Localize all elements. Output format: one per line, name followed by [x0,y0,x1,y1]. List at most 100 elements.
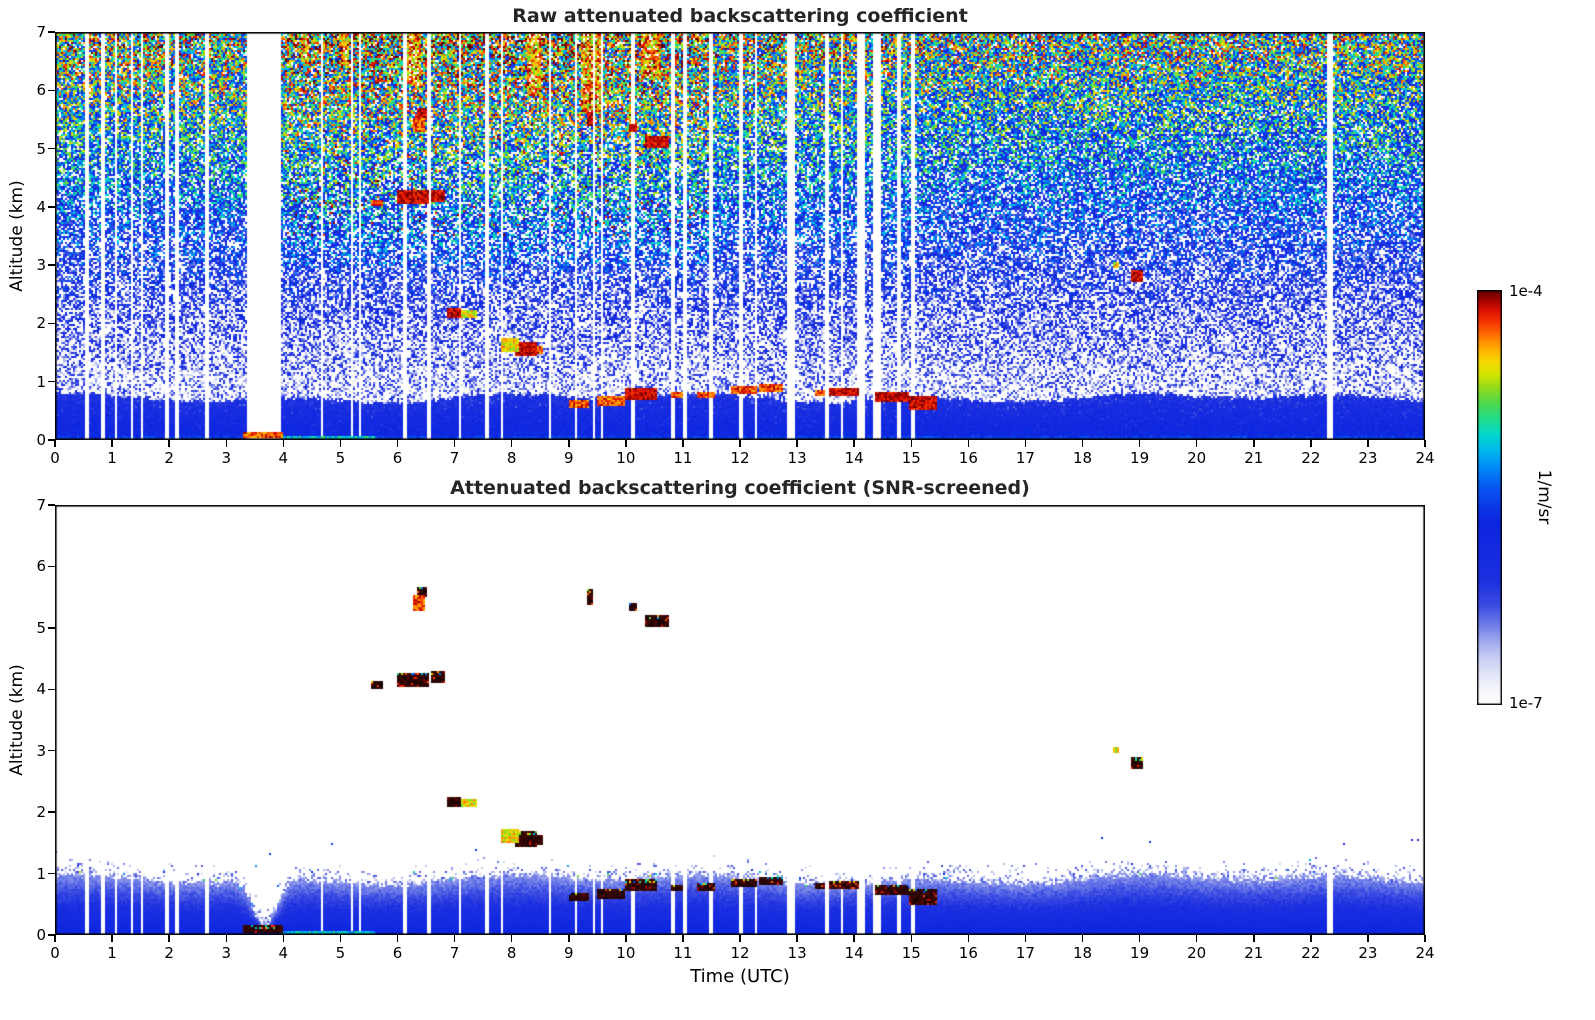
x-tick-mark [453,440,456,447]
raw-panel-title: Raw attenuated backscattering coefficien… [512,5,968,27]
x-tick-mark [1195,935,1198,942]
x-tick-mark [1424,935,1426,942]
raw-heatmap [55,32,1425,440]
y-tick-mark [48,504,55,506]
x-tick-label: 5 [335,449,346,467]
screened-heatmap-canvas [55,505,1425,935]
x-tick-label: 13 [787,449,807,467]
x-tick-label: 4 [278,944,289,962]
y-tick-mark [48,688,55,691]
x-tick-label: 20 [1187,944,1207,962]
x-tick-label: 23 [1358,944,1378,962]
colorbar-max-label: 1e-4 [1509,282,1543,300]
x-tick-label: 10 [616,944,636,962]
x-tick-mark [339,440,342,447]
x-tick-label: 13 [787,944,807,962]
x-tick-label: 8 [506,449,517,467]
y-tick-label: 0 [36,431,46,449]
x-tick-mark [225,440,227,447]
x-tick-label: 24 [1415,449,1435,467]
y-tick-mark [48,811,55,813]
x-tick-label: 15 [901,449,921,467]
y-tick-mark [48,565,55,568]
x-axis-label: Time (UTC) [690,966,790,987]
x-tick-label: 9 [563,449,574,467]
x-tick-label: 4 [278,449,289,467]
x-tick-label: 9 [563,944,574,962]
x-tick-mark [225,935,227,942]
y-tick-label: 4 [36,197,46,216]
x-tick-label: 20 [1187,449,1207,467]
x-tick-label: 6 [392,944,403,962]
x-tick-mark [625,935,627,942]
x-tick-mark [1367,440,1369,447]
x-tick-label: 19 [1130,449,1150,467]
y-tick-mark [48,749,55,752]
x-tick-mark [739,935,741,942]
x-tick-label: 18 [1072,449,1093,467]
x-tick-mark [54,440,56,447]
x-tick-mark [967,440,970,447]
x-tick-label: 17 [1015,944,1035,962]
x-tick-mark [1138,440,1141,447]
x-tick-mark [339,935,342,942]
x-tick-mark [625,440,627,447]
y-tick-label: 2 [36,803,46,822]
y-tick-mark [48,31,55,33]
x-tick-mark [168,935,170,942]
x-tick-label: 16 [958,944,978,962]
x-tick-mark [510,935,513,942]
x-tick-mark [168,440,170,447]
y-tick-label: 4 [36,680,46,699]
x-tick-label: 14 [844,449,864,467]
x-tick-label: 3 [221,944,232,962]
x-tick-label: 6 [392,449,403,467]
y-tick-label: 3 [36,741,46,760]
raw-heatmap-canvas [55,32,1425,440]
x-tick-mark [682,440,684,447]
x-tick-mark [1081,935,1084,942]
x-tick-label: 3 [221,449,232,467]
x-tick-mark [1253,440,1255,447]
x-tick-label: 22 [1301,449,1321,467]
x-tick-label: 8 [506,944,517,962]
screened-panel-title: Attenuated backscattering coefficient (S… [450,477,1030,499]
y-tick-label: 2 [36,314,46,333]
y-tick-label: 1 [36,372,46,391]
x-tick-label: 11 [673,449,693,467]
x-tick-label: 18 [1072,944,1093,962]
x-tick-mark [796,440,798,447]
y-tick-mark [48,934,55,936]
x-tick-label: 22 [1301,944,1321,962]
x-tick-mark [967,935,970,942]
y-tick-mark [48,89,55,92]
x-tick-label: 1 [107,944,117,962]
x-tick-label: 21 [1244,449,1264,467]
x-tick-mark [396,935,399,942]
y-tick-label: 7 [36,23,46,41]
x-tick-mark [910,935,912,942]
screened-heatmap [55,505,1425,935]
y-tick-label: 3 [36,256,46,275]
y-tick-mark [48,206,55,208]
x-tick-label: 17 [1015,449,1035,467]
x-tick-label: 12 [730,449,750,467]
x-tick-mark [111,440,113,447]
x-tick-mark [1367,935,1369,942]
x-tick-label: 10 [616,449,636,467]
x-tick-mark [682,935,684,942]
x-tick-mark [1024,440,1027,447]
x-tick-mark [568,440,570,447]
x-tick-label: 1 [107,449,117,467]
x-tick-label: 23 [1358,449,1378,467]
x-tick-mark [910,440,912,447]
y-tick-mark [48,627,55,629]
x-tick-label: 19 [1130,944,1150,962]
y-tick-label: 5 [36,618,46,637]
colorbar-canvas [1477,290,1502,705]
x-tick-mark [1424,440,1426,447]
y-tick-mark [48,264,55,266]
x-tick-label: 15 [901,944,921,962]
y-tick-label: 6 [36,557,46,576]
y-tick-label: 7 [36,496,46,514]
